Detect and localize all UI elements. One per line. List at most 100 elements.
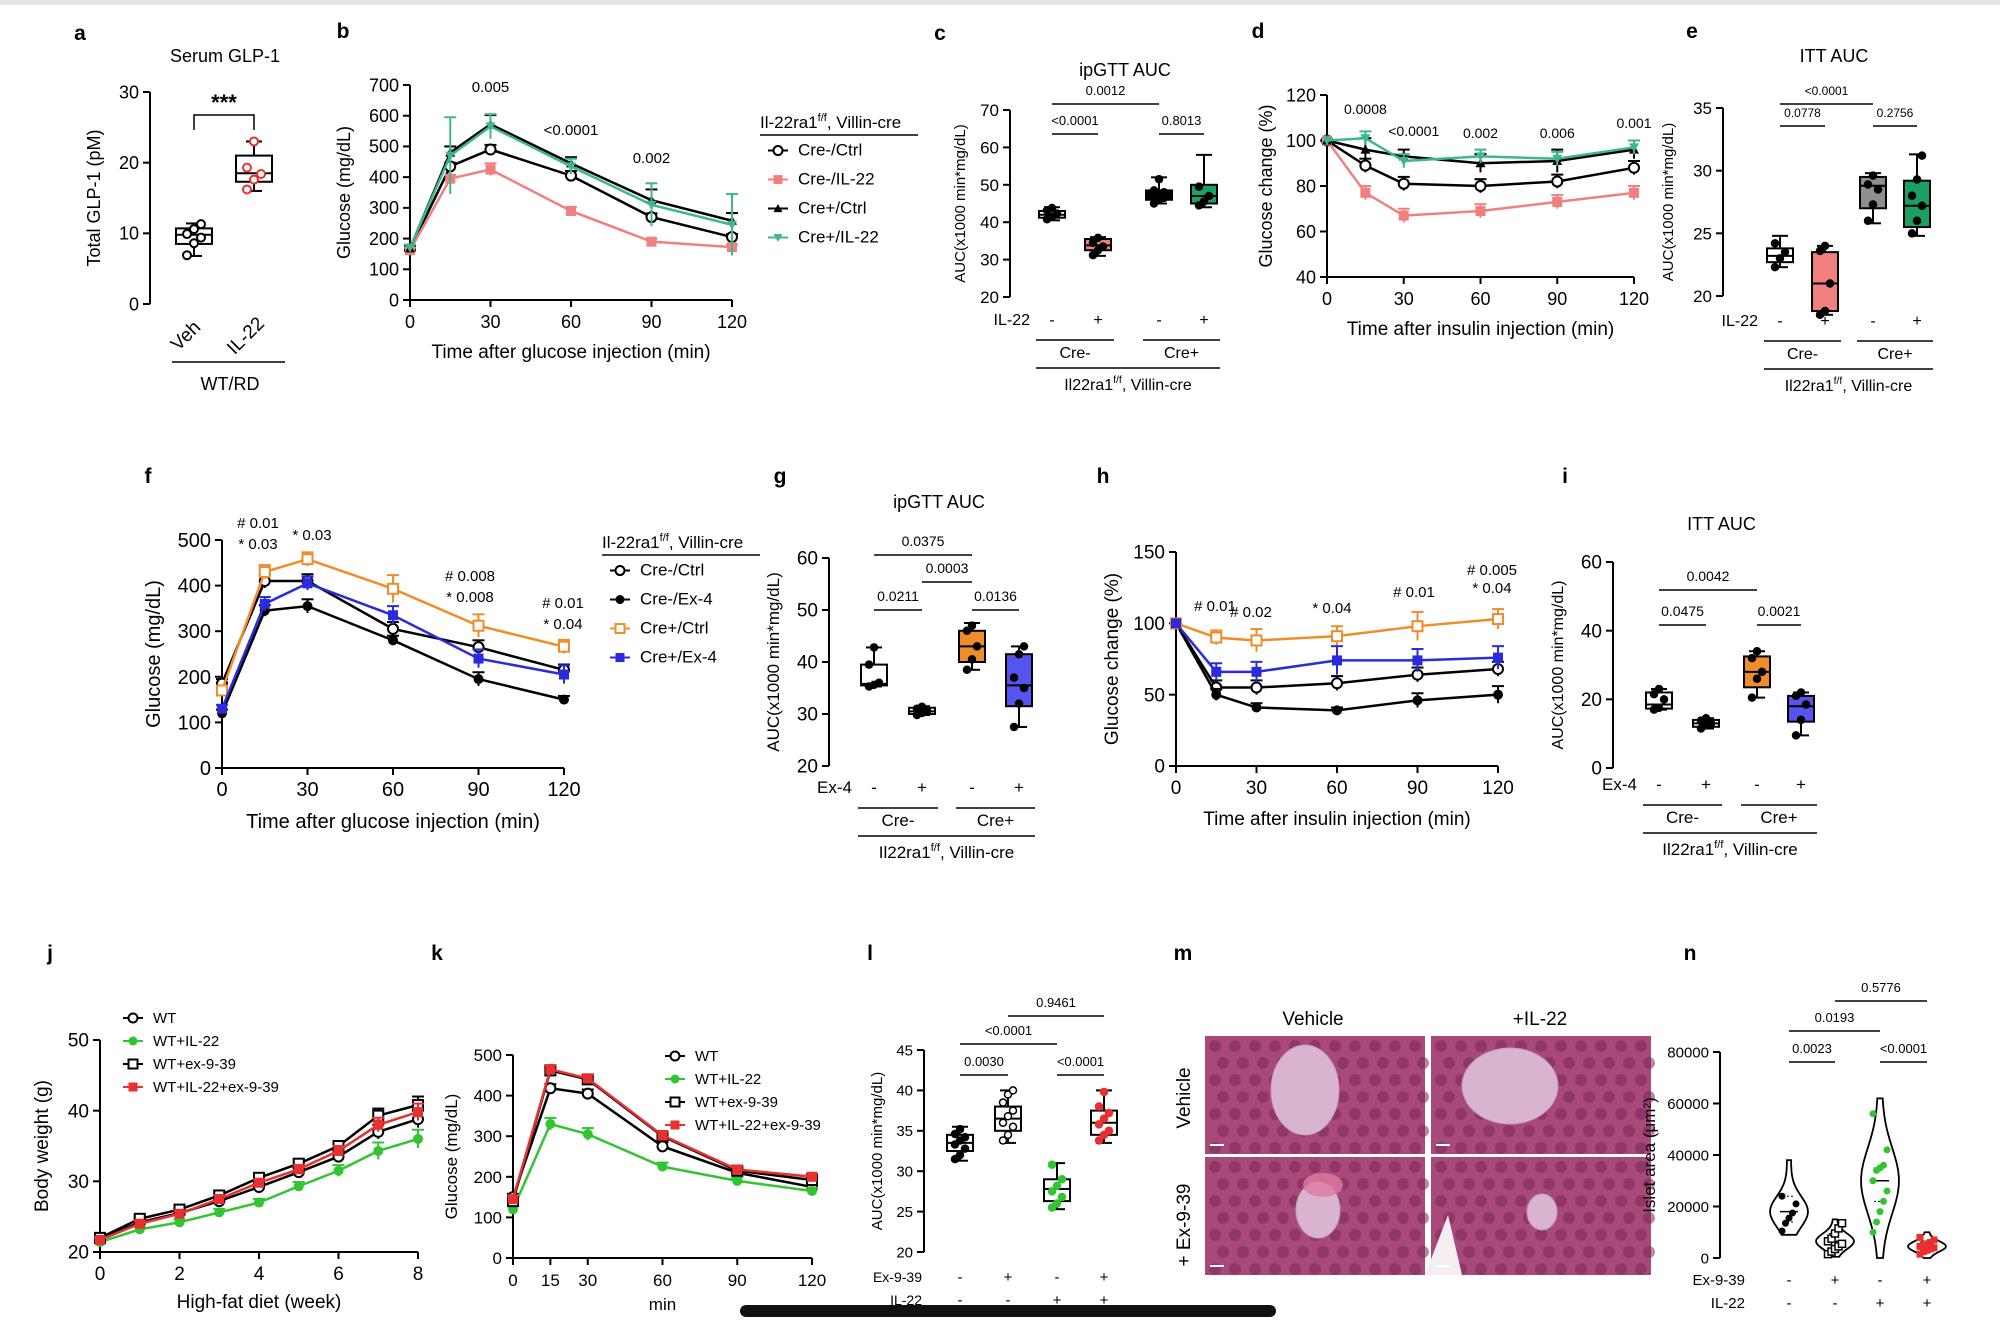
f-x-tick-label: 0 [216, 779, 227, 801]
i-data-point [1654, 684, 1664, 694]
j-legend-label: WT+IL-22 [153, 1033, 219, 1050]
h-y-tick-label: 0 [1154, 757, 1165, 778]
n-data-point [1930, 1244, 1938, 1252]
n-factor-value: + [1923, 1272, 1932, 1289]
e-data-point [1917, 201, 1927, 211]
d-point [1629, 187, 1639, 198]
m-acinar-cell [1237, 1246, 1249, 1258]
m-acinar-cell [1277, 1246, 1289, 1258]
a-data-point [182, 250, 192, 261]
l-factor-label: IL-22 [890, 1292, 922, 1308]
a-y-tick-label: 20 [119, 153, 139, 173]
m-acinar-cell [1329, 1040, 1341, 1052]
l-sig-label: <0.0001 [1057, 1054, 1104, 1069]
n-y-tick-label: 0 [1701, 1250, 1709, 1267]
m-acinar-cell [1595, 1229, 1607, 1241]
k-point [582, 1129, 593, 1140]
i-group-label: Cre- [1666, 808, 1699, 827]
m-acinar-cell [1209, 1263, 1221, 1275]
m-acinar-cell [1269, 1142, 1281, 1154]
k-x-tick-label: 15 [541, 1271, 560, 1290]
h-point [1332, 655, 1342, 666]
m-acinar-cell [1595, 1263, 1607, 1275]
l-factor-label: Ex-9-39 [873, 1269, 922, 1285]
m-acinar-cell [1289, 1161, 1301, 1173]
d-annotation: 0.002 [1463, 125, 1498, 141]
e-y-tick-label: 35 [1693, 99, 1712, 118]
f-legend-marker [614, 623, 626, 635]
d-x-tick-label: 60 [1470, 289, 1490, 309]
m-acinar-cell [1463, 1246, 1475, 1258]
l-data-point [955, 1150, 965, 1160]
m-acinar-cell [1249, 1263, 1261, 1275]
c-data-point [1199, 197, 1209, 206]
f-x-tick-label: 60 [382, 779, 404, 801]
l-factor-value: - [1055, 1269, 1060, 1286]
c-data-point [1204, 191, 1214, 201]
l-data-point [1008, 1106, 1018, 1115]
l-y-axis-label: AUC(x1000 min*mg/dL) [869, 1072, 886, 1230]
b-series-line [408, 125, 733, 249]
f-point [388, 635, 398, 646]
d-point [1398, 156, 1409, 166]
f-annotation: # 0.01 [542, 595, 584, 612]
l-y-tick-label: 25 [896, 1204, 913, 1221]
m-acinar-cell [1397, 1125, 1409, 1137]
panel-letter-b: b [337, 20, 350, 43]
c-genotype-part: Il22ra1 [1064, 377, 1113, 394]
n-data-point [1880, 1197, 1887, 1205]
a-sig-label: *** [211, 90, 237, 115]
m-acinar-cell [1643, 1246, 1655, 1258]
i-y-tick-label: 60 [1581, 553, 1602, 574]
k-x-tick-label: 90 [728, 1271, 747, 1290]
m-scale-bar [1210, 1265, 1224, 1267]
m-acinar-cell [1555, 1195, 1567, 1207]
m-acinar-cell [1269, 1161, 1281, 1173]
j-x-axis-label: High-fat diet (week) [177, 1292, 342, 1313]
m-acinar-cell [1443, 1057, 1455, 1069]
l-y-tick-label: 45 [896, 1042, 913, 1059]
l-data-point [960, 1144, 970, 1153]
m-acinar-cell [1563, 1212, 1575, 1224]
j-point [174, 1208, 185, 1219]
m-acinar-cell [1603, 1178, 1615, 1190]
l-y-tick-label: 30 [896, 1163, 913, 1180]
l-data-point [1094, 1120, 1104, 1129]
h-point [1251, 702, 1262, 713]
j-y-tick-label: 50 [68, 1031, 89, 1052]
panel-letter-j: j [46, 942, 53, 965]
k-point [807, 1186, 817, 1197]
h-series-line [1174, 622, 1499, 712]
m-acinar-cell [1543, 1246, 1555, 1258]
h-annotation: # 0.01 [1393, 584, 1435, 601]
k-legend-label: WT [695, 1048, 718, 1065]
f-point [472, 619, 485, 632]
m-acinar-cell [1229, 1040, 1241, 1052]
m-acinar-cell [1309, 1142, 1321, 1154]
m-acinar-cell [1595, 1161, 1607, 1173]
k-x-axis-label: min [649, 1295, 676, 1314]
m-column-label: +IL-22 [1513, 1009, 1567, 1030]
m-acinar-cell [1643, 1212, 1655, 1224]
n-factor-value: + [1923, 1295, 1932, 1312]
m-acinar-cell [1217, 1057, 1229, 1069]
m-scale-bar [1210, 1144, 1224, 1146]
c-y-axis-label: AUC(x1000 min*mg/dL) [952, 124, 969, 282]
m-acinar-cell [1595, 1074, 1607, 1086]
m-acinar-cell [1435, 1040, 1447, 1052]
h-x-tick-label: 0 [1171, 778, 1182, 799]
i-data-point [1649, 689, 1659, 699]
m-acinar-cell [1269, 1229, 1281, 1241]
n-factor-value: + [1831, 1272, 1840, 1289]
c-data-point [1194, 182, 1204, 191]
m-row-label: + Ex-9-39 [1174, 1184, 1195, 1267]
d-series-line [1325, 139, 1635, 217]
f-y-tick-label: 0 [200, 758, 211, 780]
f-series-line [220, 557, 565, 691]
m-acinar-cell [1357, 1246, 1369, 1258]
f-x-tick-label: 30 [296, 779, 318, 801]
m-acinar-cell [1455, 1142, 1467, 1154]
d-point [1629, 143, 1639, 153]
home-indicator-bar[interactable] [740, 1305, 1276, 1317]
h-x-tick-label: 120 [1482, 778, 1514, 799]
